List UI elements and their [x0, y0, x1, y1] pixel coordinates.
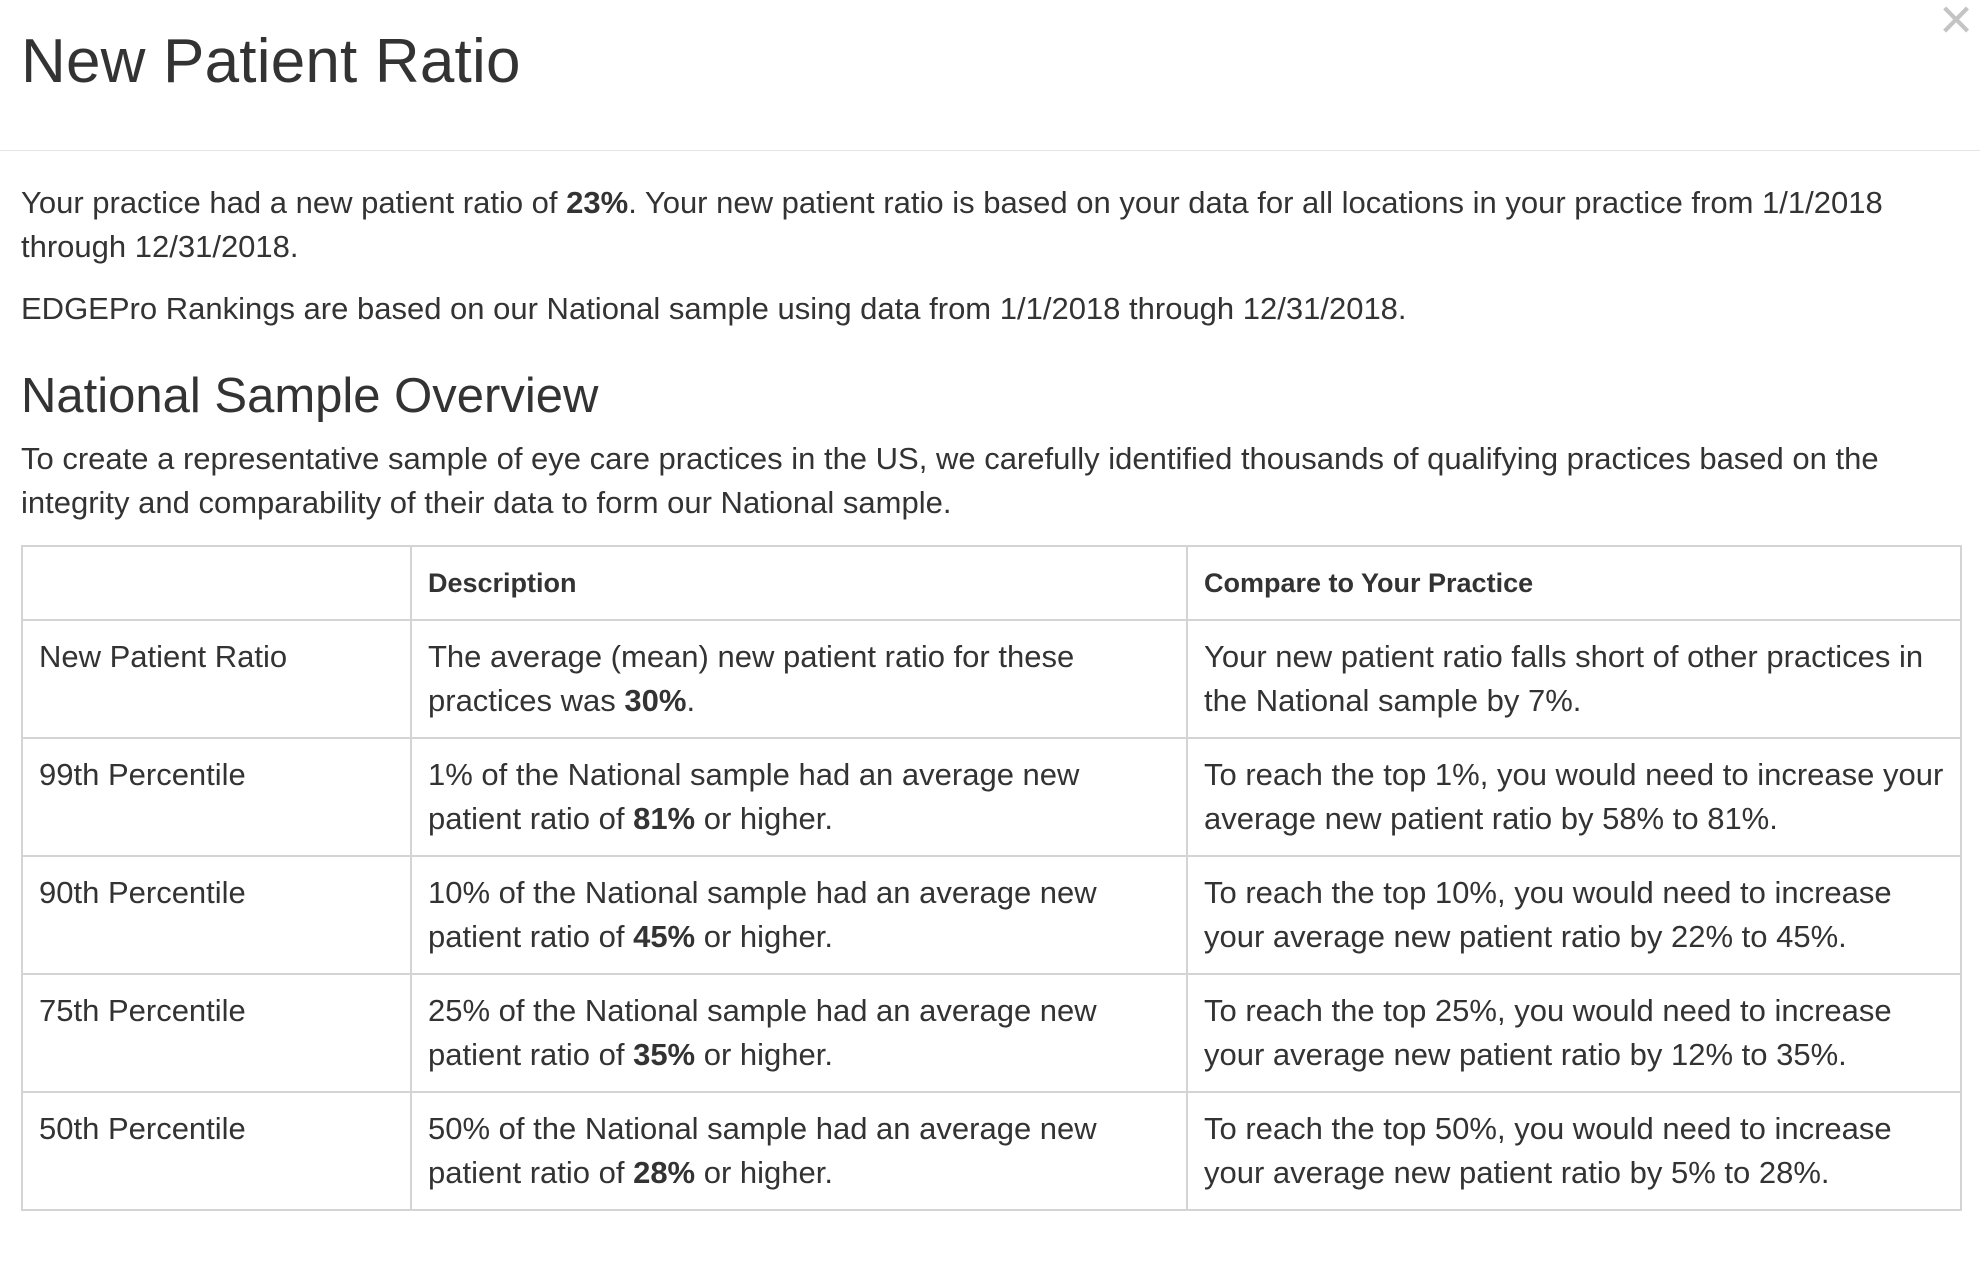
row-label: 99th Percentile — [21, 737, 412, 857]
table-row: 50th Percentile 50% of the National samp… — [21, 1091, 1962, 1211]
table-header-row: Description Compare to Your Practice — [21, 545, 1962, 621]
section-description: To create a representative sample of eye… — [21, 441, 1879, 520]
overview-table: Description Compare to Your Practice New… — [21, 545, 1962, 1211]
description-text: . — [686, 683, 696, 718]
intro-text-before: Your practice had a new patient ratio of — [21, 185, 567, 220]
row-label: New Patient Ratio — [21, 619, 412, 739]
description-value: 81% — [633, 801, 696, 836]
header-cell-description: Description — [410, 545, 1188, 621]
row-description: 1% of the National sample had an average… — [410, 737, 1188, 857]
description-text: or higher. — [695, 1155, 833, 1190]
description-text: or higher. — [695, 1037, 833, 1072]
row-compare: Your new patient ratio falls short of ot… — [1186, 619, 1962, 739]
description-text: or higher. — [695, 919, 833, 954]
description-text: 50% of the National sample had an averag… — [428, 1111, 1097, 1190]
modal-title: New Patient Ratio — [21, 27, 521, 96]
intro-text-after: . Your new patient ratio is based on you… — [21, 185, 1883, 264]
row-description: 25% of the National sample had an averag… — [410, 973, 1188, 1093]
table-row: New Patient Ratio The average (mean) new… — [21, 619, 1962, 739]
modal-header: New Patient Ratio × — [0, 0, 1980, 151]
row-label: 75th Percentile — [21, 973, 412, 1093]
table-row: 75th Percentile 25% of the National samp… — [21, 973, 1962, 1093]
row-compare: To reach the top 25%, you would need to … — [1186, 973, 1962, 1093]
description-text: 25% of the National sample had an averag… — [428, 993, 1097, 1072]
header-cell-compare: Compare to Your Practice — [1186, 545, 1962, 621]
description-text: The average (mean) new patient ratio for… — [428, 639, 1075, 718]
description-text: 1% of the National sample had an average… — [428, 757, 1080, 836]
close-icon: × — [1939, 0, 1973, 52]
description-value: 30% — [624, 683, 687, 718]
close-button[interactable]: × — [1932, 0, 1980, 49]
description-text: or higher. — [695, 801, 833, 836]
row-description: 10% of the National sample had an averag… — [410, 855, 1188, 975]
table-row: 90th Percentile 10% of the National samp… — [21, 855, 1962, 975]
section-title: National Sample Overview — [21, 369, 599, 423]
description-value: 28% — [633, 1155, 696, 1190]
practice-ratio-value: 23% — [566, 185, 629, 220]
row-label: 50th Percentile — [21, 1091, 412, 1211]
row-description: The average (mean) new patient ratio for… — [410, 619, 1188, 739]
row-label: 90th Percentile — [21, 855, 412, 975]
row-compare: To reach the top 1%, you would need to i… — [1186, 737, 1962, 857]
row-description: 50% of the National sample had an averag… — [410, 1091, 1188, 1211]
description-text: 10% of the National sample had an averag… — [428, 875, 1097, 954]
row-compare: To reach the top 10%, you would need to … — [1186, 855, 1962, 975]
intro-paragraph: Your practice had a new patient ratio of… — [21, 181, 1959, 269]
table-row: 99th Percentile 1% of the National sampl… — [21, 737, 1962, 857]
header-cell-blank — [21, 545, 412, 621]
description-value: 35% — [633, 1037, 696, 1072]
description-value: 45% — [633, 919, 696, 954]
rankings-paragraph: EDGEPro Rankings are based on our Nation… — [21, 291, 1407, 326]
row-compare: To reach the top 50%, you would need to … — [1186, 1091, 1962, 1211]
modal-body: Your practice had a new patient ratio of… — [0, 181, 1980, 1211]
